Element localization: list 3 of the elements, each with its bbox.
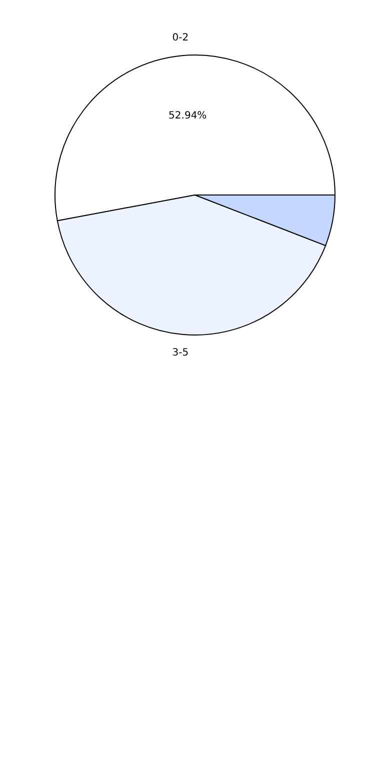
slice-label: 3-5: [172, 347, 189, 358]
data-label: 52.94%: [168, 110, 207, 122]
slice-label: 0-2: [172, 32, 189, 44]
